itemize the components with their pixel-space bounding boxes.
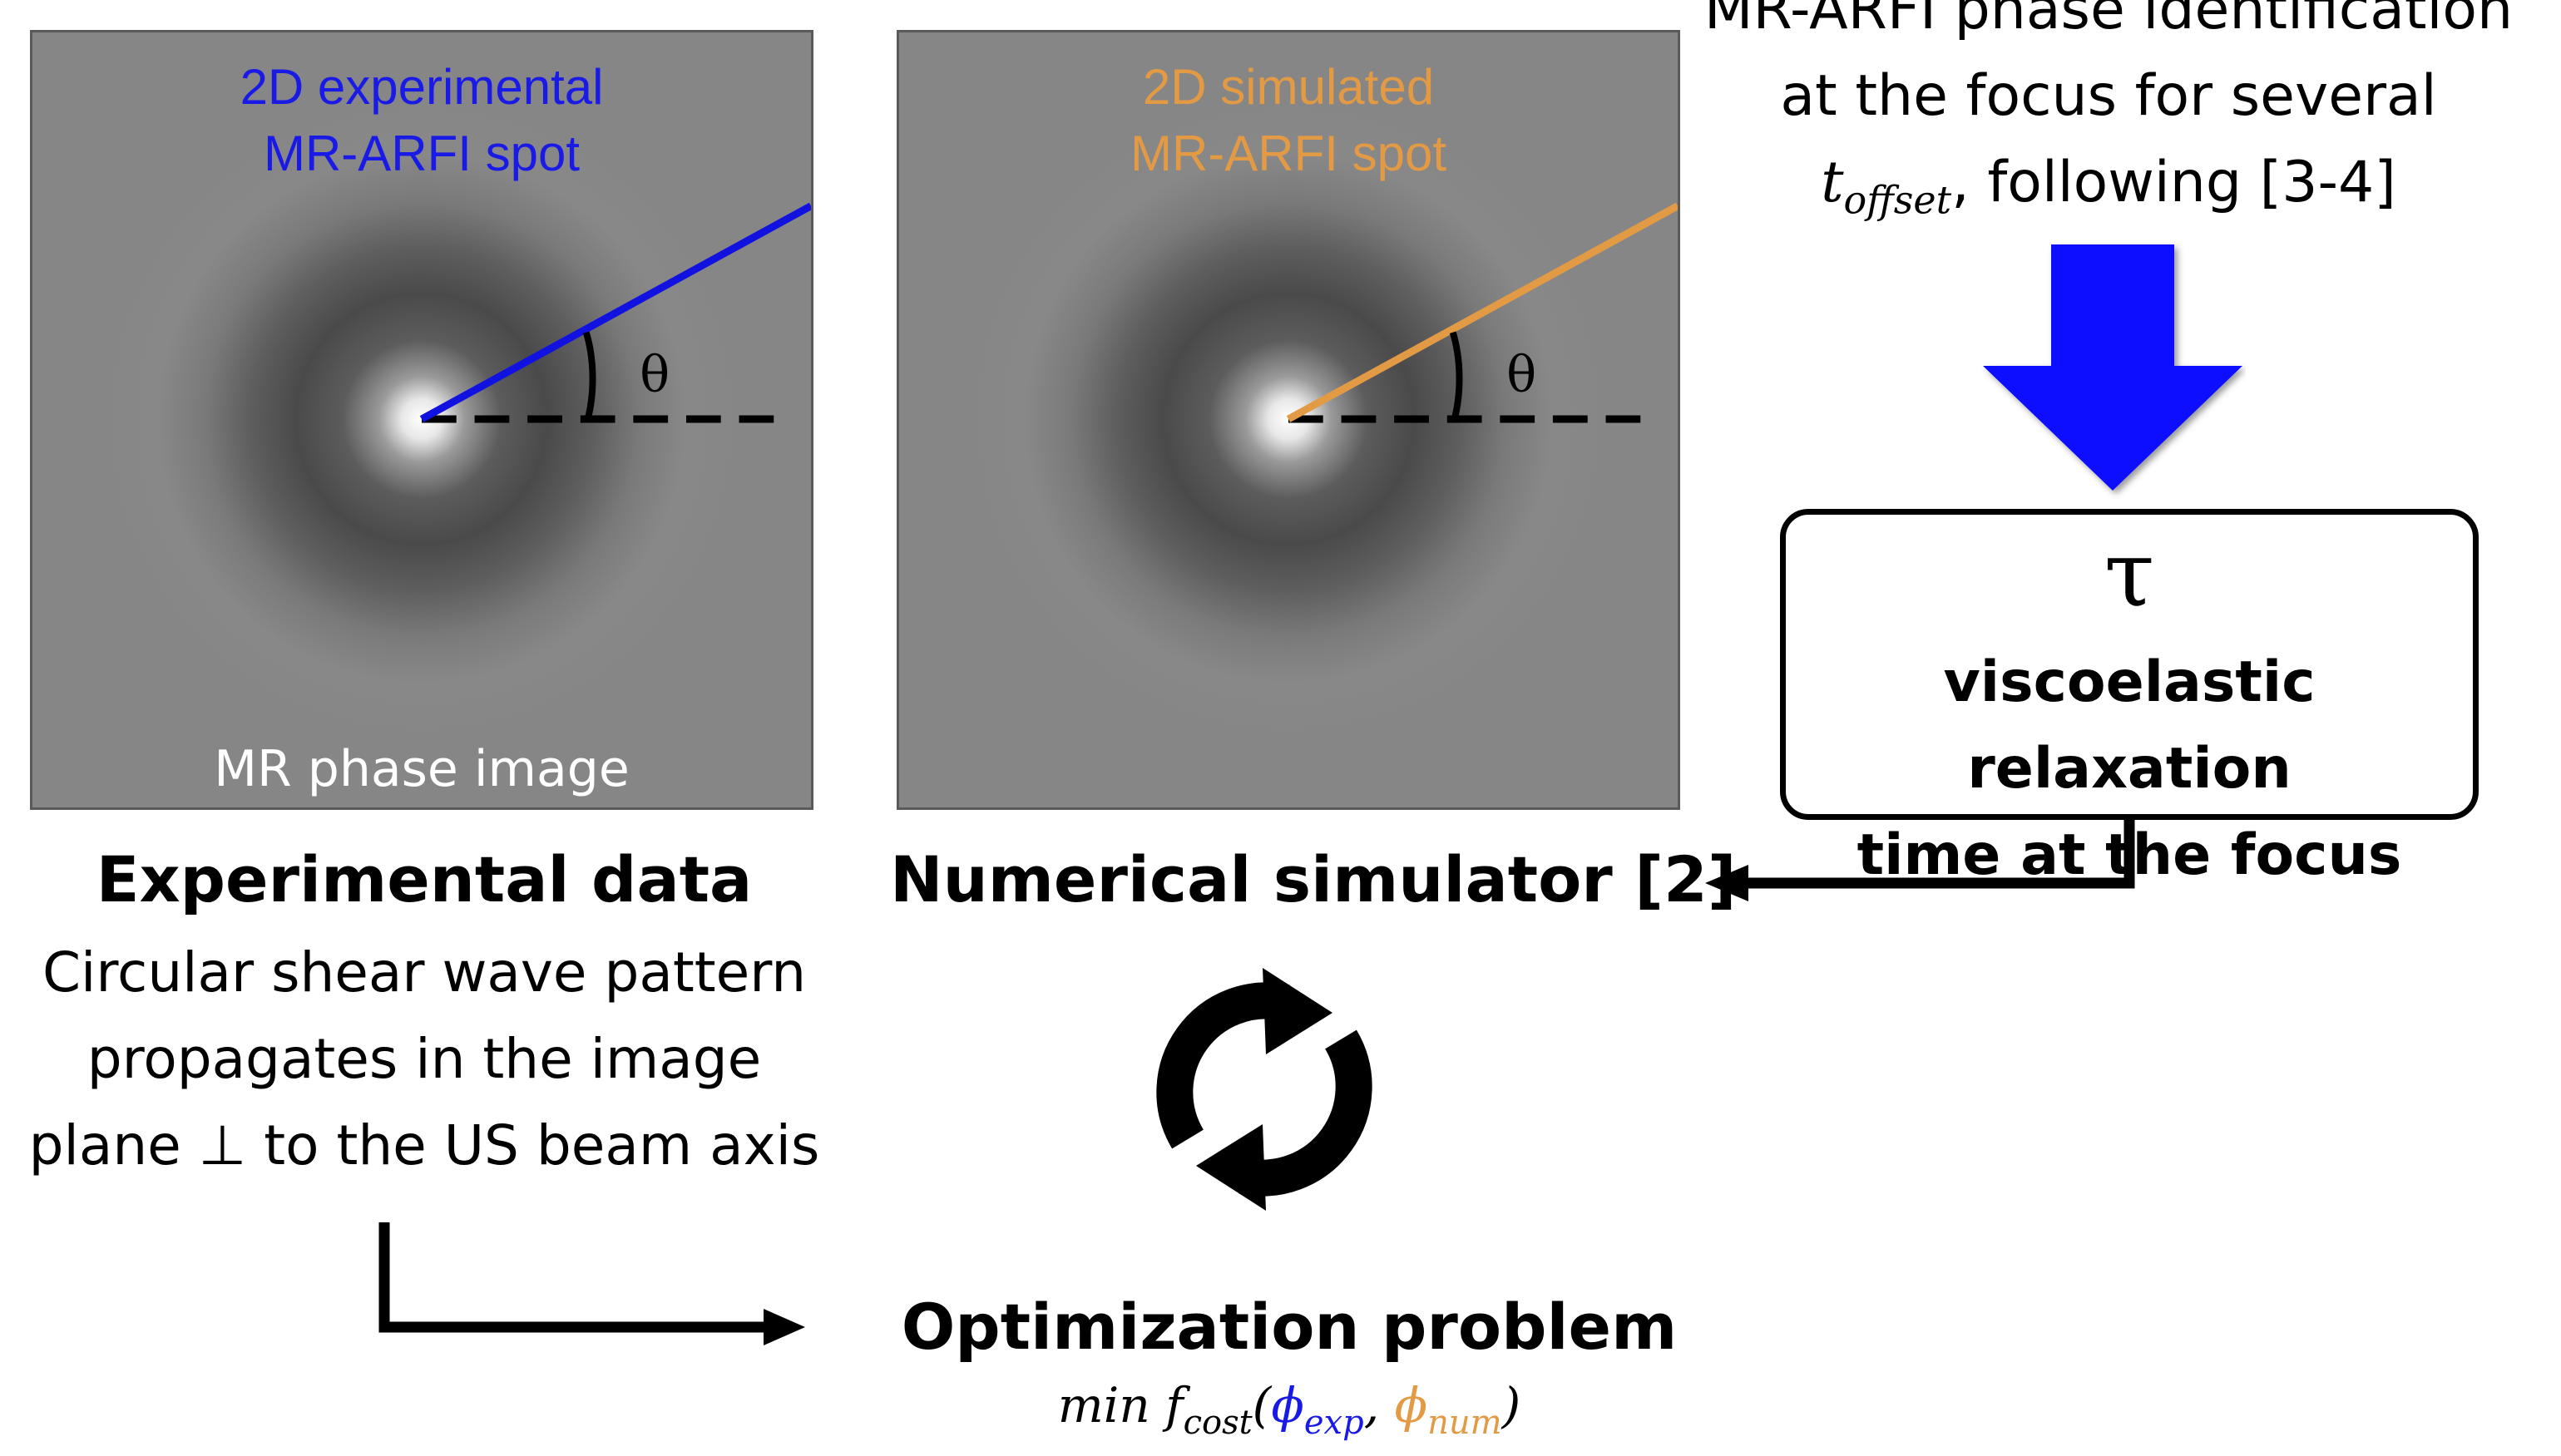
phase-image-label: MR phase image xyxy=(214,740,630,798)
description-line: Circular shear wave pattern xyxy=(42,940,807,1004)
t-offset-subscript: offset xyxy=(1843,177,1952,223)
arrowhead-right-icon xyxy=(764,1309,805,1345)
panel-title-line1: 2D experimental xyxy=(240,59,604,115)
angle-line xyxy=(1286,202,1678,422)
close-paren: ) xyxy=(1501,1377,1521,1434)
panel-title-line2: MR-ARFI spot xyxy=(263,126,581,181)
panel-title: 2D experimental MR-ARFI spot xyxy=(32,54,811,187)
comma: , xyxy=(1363,1377,1395,1434)
experimental-data-heading: Experimental data xyxy=(96,842,753,916)
description-line: plane ⊥ to the US beam axis xyxy=(28,1113,820,1177)
description-line: propagates in the image xyxy=(87,1027,762,1091)
tau-to-simulator-arrow xyxy=(1738,820,2135,889)
phi-exp-subscript: exp xyxy=(1303,1404,1364,1442)
optimization-heading: Optimization problem xyxy=(901,1290,1678,1364)
phase-identification-text: MR-ARFI phase identification at the focu… xyxy=(1655,0,2561,244)
experimental-description: Circular shear wave pattern propagates i… xyxy=(0,930,848,1189)
tau-line1: viscoelastic relaxation xyxy=(1943,649,2316,802)
tau-symbol: τ xyxy=(2104,521,2155,627)
theta-label: θ xyxy=(640,347,670,404)
panel-title-line2: MR-ARFI spot xyxy=(1130,126,1447,181)
identification-line3-rest: , following [3-4] xyxy=(1951,150,2396,215)
tau-relaxation-box: τ viscoelastic relaxation time at the fo… xyxy=(1780,509,2479,888)
cost-function-formula: min fcost(ϕexp, ϕnum) xyxy=(832,1372,1747,1456)
phi-exp: ϕ xyxy=(1271,1377,1304,1434)
down-arrow-icon xyxy=(1983,244,2242,491)
open-paren: ( xyxy=(1252,1377,1272,1434)
phi-num-subscript: num xyxy=(1427,1404,1502,1442)
experimental-spot-image: θ 2D experimental MR-ARFI spot MR phase … xyxy=(30,30,813,810)
angle-line xyxy=(419,202,811,422)
identification-line1: MR-ARFI phase identification xyxy=(1703,0,2514,42)
cost-f: f xyxy=(1165,1377,1184,1434)
panel-title: 2D simulated MR-ARFI spot xyxy=(899,54,1678,187)
angle-arc xyxy=(582,331,596,420)
panel-title-line1: 2D simulated xyxy=(1142,59,1435,115)
simulated-spot-graphic: θ xyxy=(899,32,1678,807)
identification-line2: at the focus for several xyxy=(1780,63,2437,129)
min-operator: min xyxy=(1057,1377,1150,1434)
cost-subscript: cost xyxy=(1183,1404,1253,1442)
simulated-spot-image: θ 2D simulated MR-ARFI spot xyxy=(897,30,1680,810)
arrowhead-left-icon xyxy=(1705,865,1748,901)
angle-arc xyxy=(1449,331,1463,420)
t-offset-symbol: t xyxy=(1821,150,1844,215)
phi-num: ϕ xyxy=(1394,1377,1428,1434)
theta-label: θ xyxy=(1506,347,1536,404)
experimental-spot-graphic: θ xyxy=(32,32,811,807)
numerical-simulator-heading: Numerical simulator [2] xyxy=(890,842,1737,916)
identification-line3: toffset, following [3-4] xyxy=(1655,140,2561,244)
refresh-cycle-icon xyxy=(1156,968,1372,1211)
experimental-to-optimization-arrow xyxy=(378,1222,769,1333)
